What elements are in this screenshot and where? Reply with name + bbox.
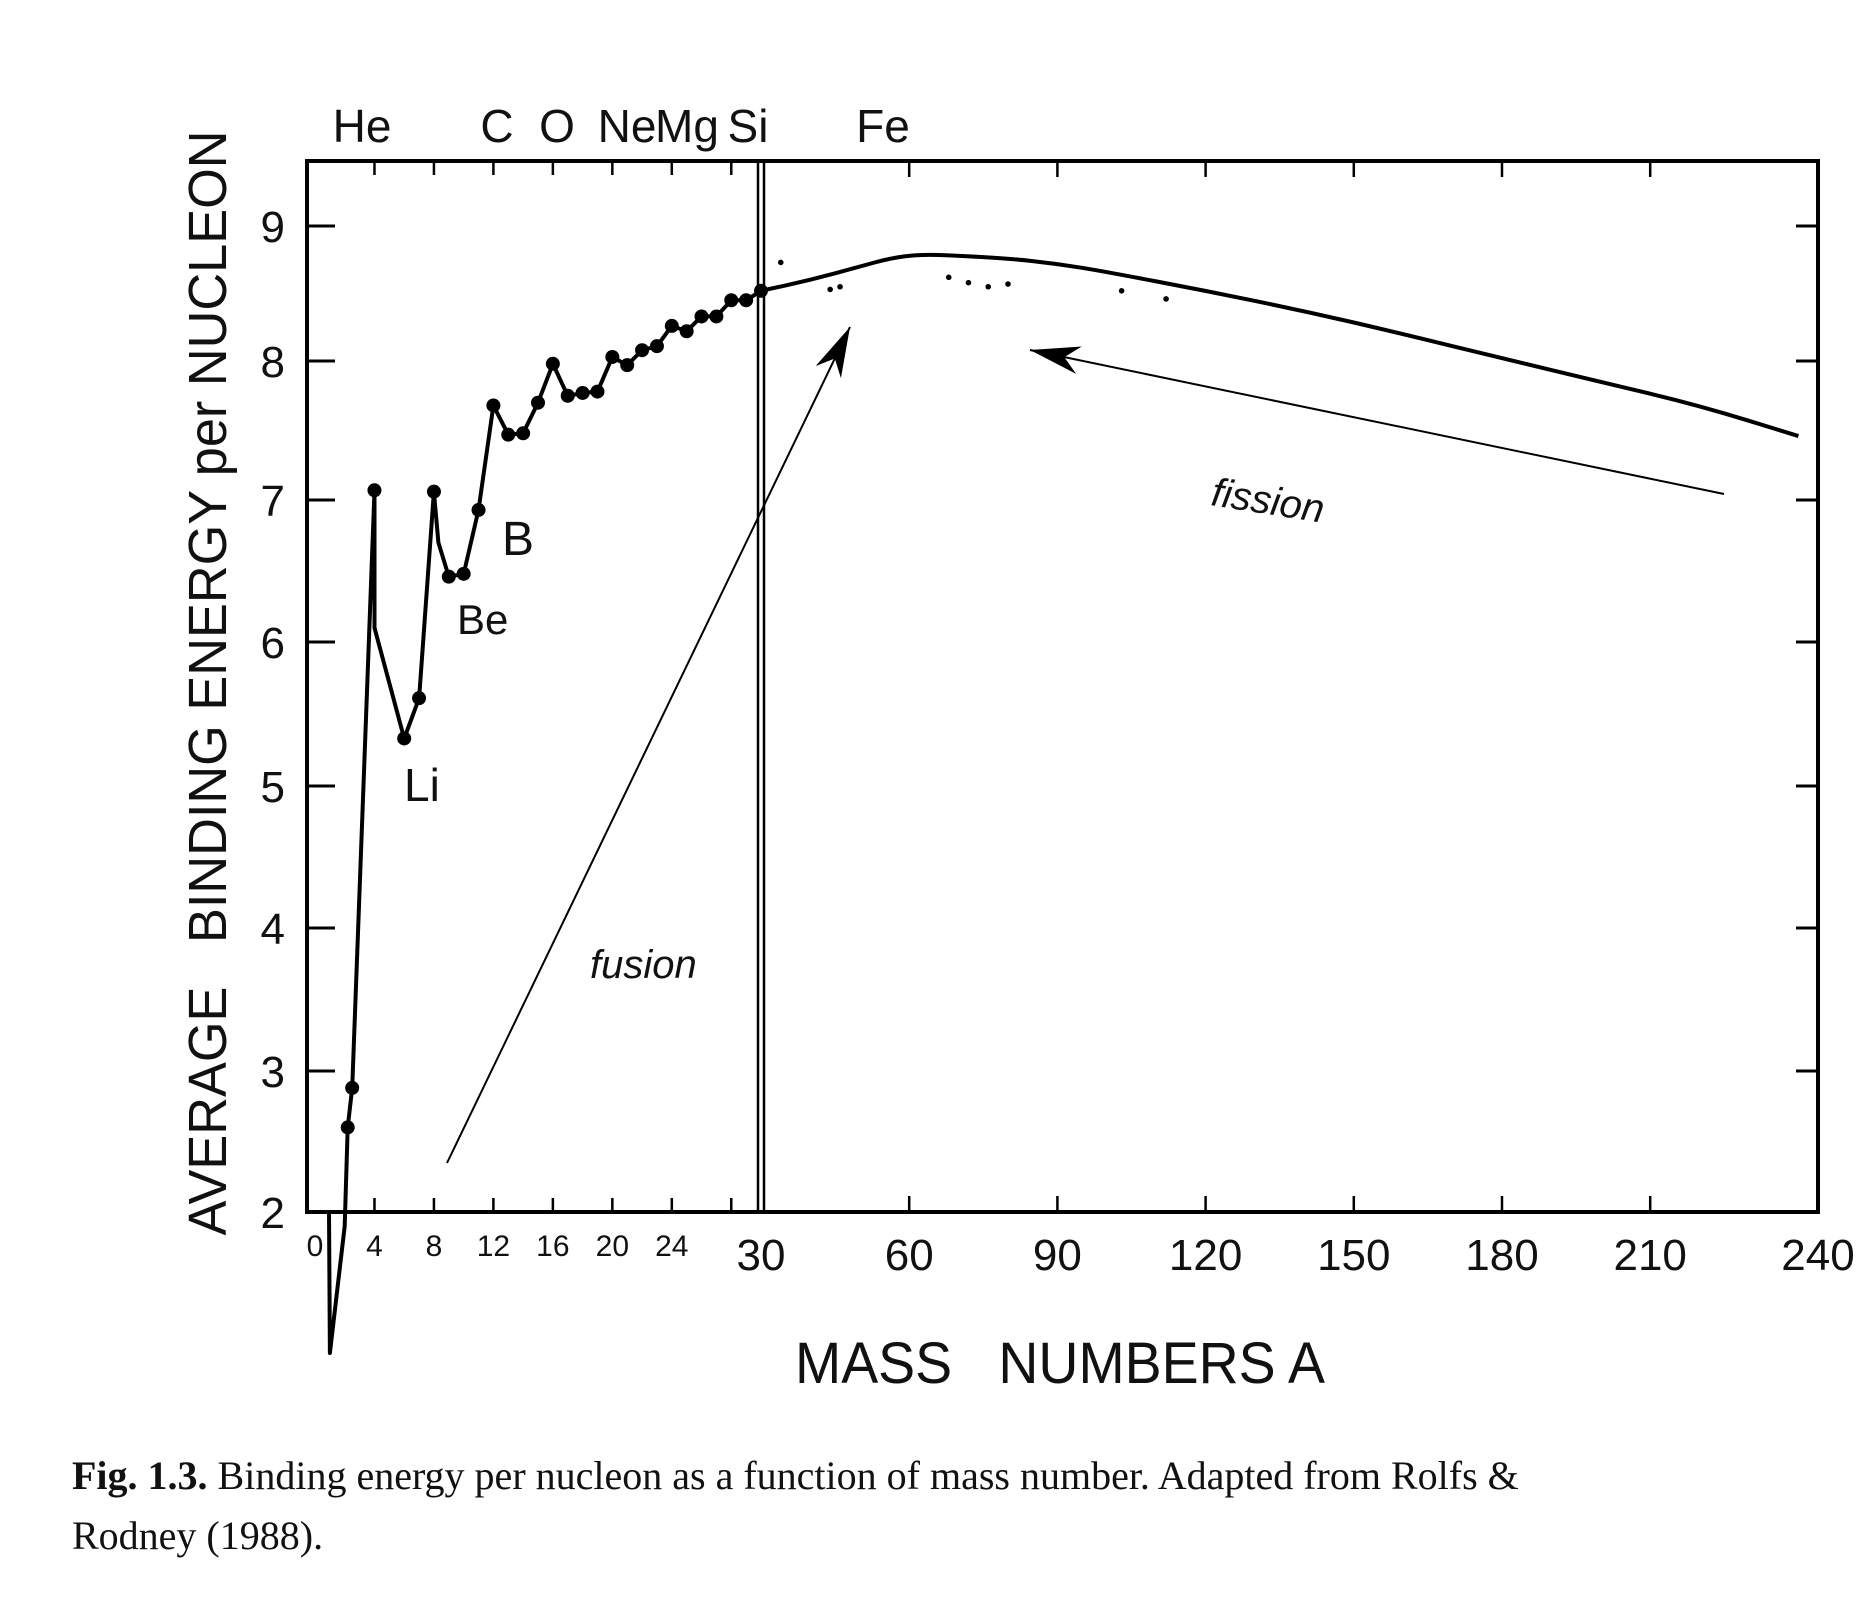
data-point: [412, 691, 427, 706]
x-tick-label: 4: [366, 1230, 383, 1263]
scatter-point: [1163, 296, 1169, 302]
y-tick-label: 7: [261, 477, 285, 526]
data-point: [635, 343, 650, 358]
element-label-c: C: [480, 100, 513, 152]
caption-text: Binding energy per nucleon as a function…: [207, 1453, 1519, 1498]
y-tick-label: 4: [261, 905, 285, 954]
data-point: [516, 426, 531, 441]
data-point: [709, 309, 724, 324]
data-point: [649, 339, 664, 354]
x-axis-label: MASS NUMBERS A: [795, 1331, 1325, 1396]
series-line-heavy: [760, 252, 1799, 438]
caption-line-1: Fig. 1.3. Binding energy per nucleon as …: [72, 1446, 1872, 1506]
x-tick-label: 12: [477, 1230, 510, 1263]
data-point: [545, 356, 560, 371]
data-point: [426, 484, 441, 499]
x-tick-label: 60: [885, 1231, 934, 1280]
data-point: [605, 349, 620, 364]
caption-line-2: Rodney (1988).: [72, 1513, 324, 1558]
y-tick-label: 2: [261, 1189, 285, 1238]
element-label-ne: Ne: [598, 100, 657, 152]
plot-border: [305, 159, 1820, 1214]
x-tick-label: 150: [1317, 1231, 1390, 1280]
data-point: [501, 427, 516, 442]
series-line-light: [327, 289, 763, 1355]
data-point: [575, 385, 590, 400]
scatter-point: [965, 279, 972, 286]
data-point: [345, 1080, 360, 1095]
data-point: [340, 1120, 355, 1135]
x-tick-label: 16: [536, 1230, 569, 1263]
y-tick-label: 8: [261, 338, 285, 387]
element-annotation-b: B: [502, 513, 534, 566]
figure-caption: Fig. 1.3. Binding energy per nucleon as …: [72, 1446, 1872, 1566]
data-point: [590, 384, 605, 399]
x-tick-label: 120: [1169, 1231, 1242, 1280]
scatter-point: [777, 259, 784, 266]
data-point: [456, 566, 471, 581]
scatter-point: [827, 286, 833, 293]
data-point: [664, 318, 679, 333]
data-point: [486, 398, 501, 413]
x-tick-label: 24: [655, 1230, 688, 1263]
fusion-label: fusion: [590, 943, 697, 987]
scatter-point: [945, 274, 952, 281]
fission-label: fission: [1209, 470, 1328, 531]
x-tick-label: 8: [426, 1230, 443, 1263]
data-point: [471, 502, 486, 517]
y-tick-label: 5: [261, 763, 285, 812]
x-tick-label: 210: [1613, 1231, 1686, 1280]
y-tick-label: 9: [261, 203, 285, 252]
data-point: [724, 293, 739, 308]
element-annotation-li: Li: [404, 759, 440, 811]
element-annotation-be: Be: [457, 596, 508, 643]
caption-label: Fig. 1.3.: [72, 1453, 208, 1498]
plot-frame: [305, 159, 1820, 1214]
x-tick-label: 240: [1781, 1231, 1854, 1280]
scatter-point: [837, 283, 843, 290]
data-point: [679, 324, 694, 339]
element-label-fe: Fe: [856, 100, 910, 152]
fission-arrow: [1029, 349, 1725, 495]
data-point: [620, 358, 635, 373]
data-point: [367, 483, 382, 498]
data-point: [531, 395, 545, 410]
x-tick-label: 0: [307, 1230, 324, 1263]
x-tick-label: 20: [596, 1230, 629, 1263]
y-tick-label: 6: [261, 619, 285, 668]
y-axis-label: AVERAGE BINDING ENERGY per NUCLEON: [178, 131, 238, 1236]
fusion-arrow: [446, 326, 851, 1164]
scatter-point: [1118, 288, 1125, 294]
y-axis-ticks: 2 3 4 5 6 7 8 9: [261, 203, 1818, 1238]
x-tick-label: 30: [737, 1231, 786, 1280]
scatter-point: [985, 283, 992, 290]
fission-arrowhead: [1030, 346, 1082, 374]
element-label-he: He: [333, 100, 392, 152]
data-point: [397, 731, 412, 746]
data-series: [327, 252, 1799, 1355]
scatter-point: [1005, 281, 1011, 287]
x-tick-label: 90: [1033, 1231, 1082, 1280]
data-point: [739, 293, 754, 308]
element-label-o: O: [539, 100, 575, 152]
element-label-si: Si: [728, 100, 769, 152]
x-axis-ticks: 0 4 8 12 16 20 24 30 60 90 120 150 180 210 240: [307, 161, 1855, 1280]
data-point: [441, 569, 456, 584]
x-tick-label: 180: [1465, 1231, 1538, 1280]
y-tick-label: 3: [261, 1048, 285, 1097]
data-point: [694, 309, 709, 324]
element-label-mg: Mg: [655, 100, 719, 152]
data-point: [560, 388, 575, 403]
fusion-arrowhead: [815, 327, 850, 379]
